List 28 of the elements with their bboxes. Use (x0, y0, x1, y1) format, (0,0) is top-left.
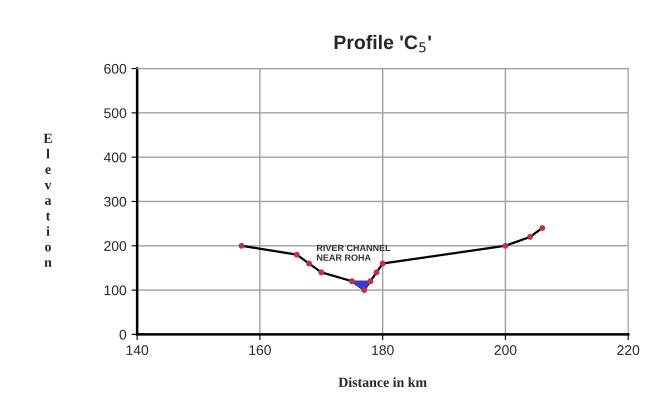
point (318, 269, 324, 276)
y-tick-label: 300 (104, 196, 126, 207)
point (349, 278, 355, 284)
x-tick-label: 200 (494, 345, 516, 356)
y-tick-label: 600 (104, 64, 126, 74)
point (374, 269, 380, 276)
y-tick-label: 0 (120, 330, 126, 340)
annotation: RIVER CHANNEL NEAR ROHA (316, 244, 390, 261)
y-tick-label: 100 (104, 285, 126, 296)
point (539, 225, 546, 232)
x-tick-label: 140 (126, 345, 148, 356)
point (294, 252, 300, 258)
x-tick-label: 220 (617, 345, 640, 356)
point (361, 287, 368, 294)
text: Elevation (44, 134, 52, 267)
point (527, 234, 533, 240)
x-tick-label: 180 (372, 345, 394, 356)
point (502, 242, 508, 249)
point (306, 260, 312, 266)
chart-title: Profile 'C$_{5}$' (334, 34, 431, 52)
y-tick-label: 500 (104, 108, 126, 118)
x-axis-title: Distance in km (338, 377, 427, 387)
point (367, 278, 374, 284)
x-tick-label: 160 (249, 345, 271, 356)
y-tick-label: 400 (104, 152, 126, 162)
y-tick-label: 200 (104, 241, 126, 251)
point (380, 260, 386, 266)
point (238, 242, 244, 249)
